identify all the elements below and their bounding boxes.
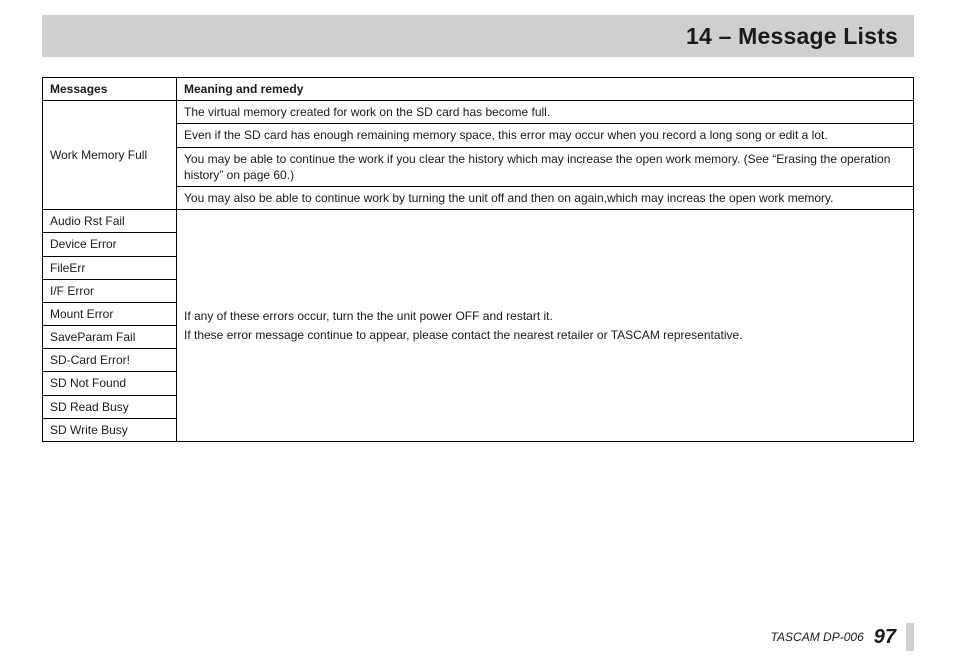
footer-tab-icon (906, 623, 914, 651)
meaning-line: If these error message continue to appea… (184, 327, 906, 343)
table-row: Work Memory Full The virtual memory crea… (43, 101, 914, 124)
msg-cell: Mount Error (43, 302, 177, 325)
msg-cell: SaveParam Fail (43, 326, 177, 349)
meaning-cell-group: If any of these errors occur, turn the t… (177, 210, 914, 442)
msg-cell: FileErr (43, 256, 177, 279)
message-table: Messages Meaning and remedy Work Memory … (42, 77, 914, 442)
meaning-cell: The virtual memory created for work on t… (177, 101, 914, 124)
msg-cell: SD-Card Error! (43, 349, 177, 372)
col-header-messages: Messages (43, 78, 177, 101)
msg-cell: I/F Error (43, 279, 177, 302)
msg-cell: Device Error (43, 233, 177, 256)
footer-page-number: 97 (874, 626, 896, 649)
section-title: 14 – Message Lists (686, 23, 898, 50)
msg-cell: Work Memory Full (43, 101, 177, 210)
col-header-meaning: Meaning and remedy (177, 78, 914, 101)
msg-cell: Audio Rst Fail (43, 210, 177, 233)
meaning-cell: Even if the SD card has enough remaining… (177, 124, 914, 147)
footer-product: TASCAM DP-006 (771, 630, 864, 644)
table-header-row: Messages Meaning and remedy (43, 78, 914, 101)
msg-cell: SD Write Busy (43, 418, 177, 441)
msg-cell: SD Not Found (43, 372, 177, 395)
message-table-wrap: Messages Meaning and remedy Work Memory … (42, 77, 914, 442)
page-footer: TASCAM DP-006 97 (42, 623, 914, 651)
table-row: Audio Rst Fail If any of these errors oc… (43, 210, 914, 233)
page-root: 14 – Message Lists Messages Meaning and … (0, 0, 954, 671)
meaning-cell: You may also be able to continue work by… (177, 186, 914, 209)
meaning-cell: You may be able to continue the work if … (177, 147, 914, 186)
header-band: 14 – Message Lists (42, 15, 914, 57)
meaning-line: If any of these errors occur, turn the t… (184, 308, 906, 324)
msg-cell: SD Read Busy (43, 395, 177, 418)
